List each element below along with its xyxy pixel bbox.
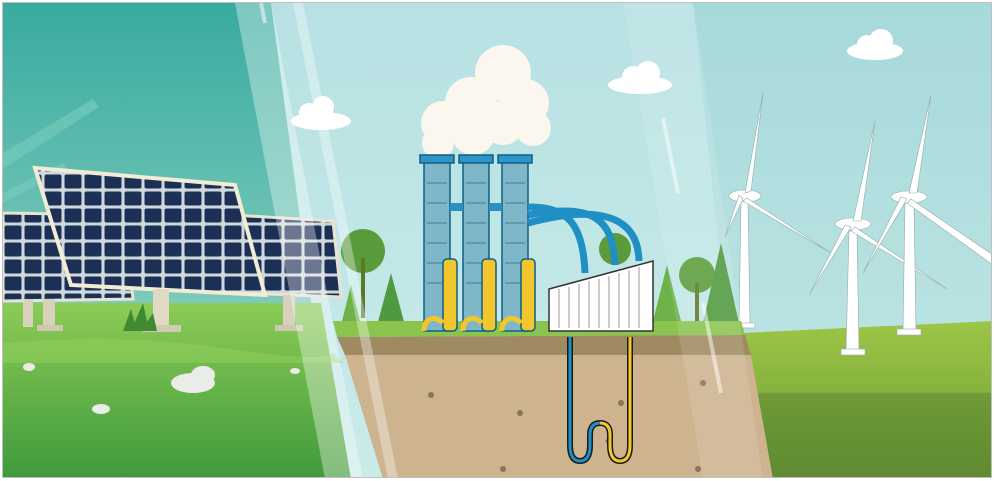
geothermal-plant-icon [419, 154, 654, 465]
soil [345, 355, 773, 477]
wind-turbine-icon [862, 94, 991, 336]
solar-panel-icon [32, 165, 268, 332]
glass-divider [235, 3, 763, 477]
bush-icon [123, 303, 157, 331]
topsoil [337, 335, 751, 355]
solar-field [3, 303, 351, 477]
wind-field [741, 321, 991, 477]
cloud-icon [847, 29, 903, 60]
cloud-icon [608, 61, 672, 94]
glass-highlights [259, 3, 723, 394]
wind-turbine-icon [724, 92, 832, 329]
wind-turbine-icon [808, 120, 948, 356]
renewable-energy-scene [3, 3, 991, 477]
tree-icon [599, 233, 739, 323]
steam-cloud-icon [421, 45, 551, 159]
rock-icon [23, 363, 300, 414]
cloud-icon [291, 96, 351, 130]
